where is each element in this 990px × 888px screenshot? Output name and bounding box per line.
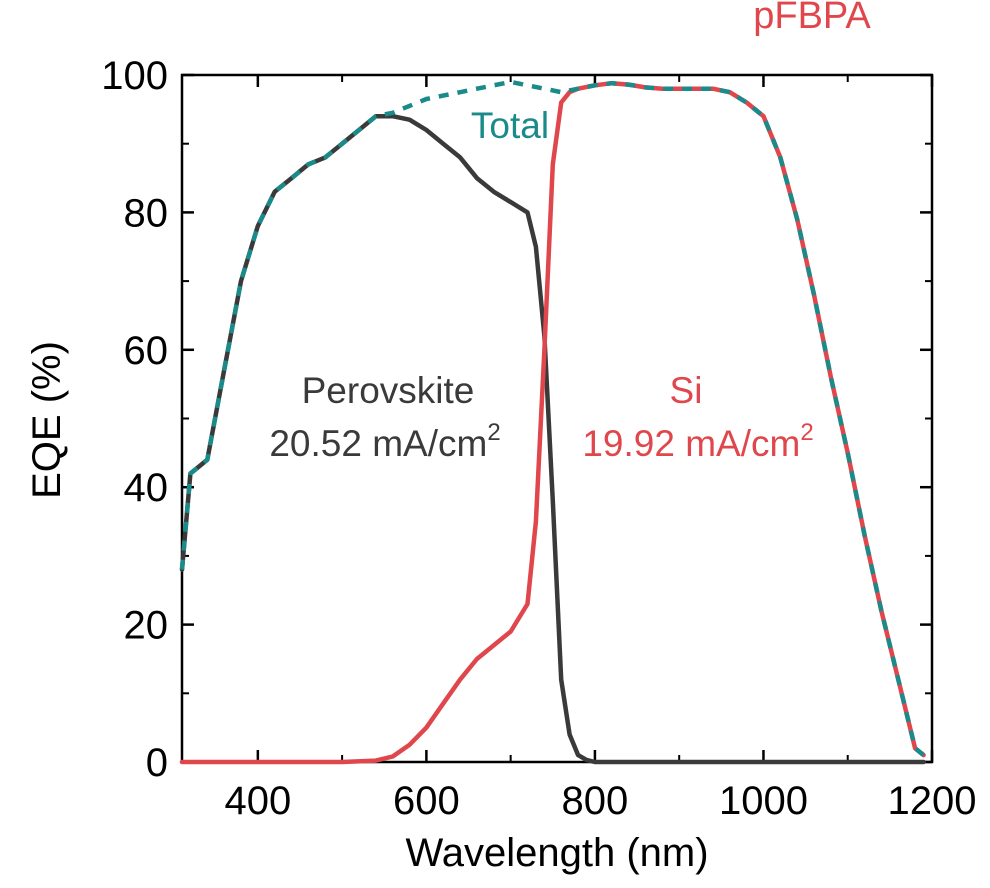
x-tick-label: 800 xyxy=(562,779,629,823)
perovskite-jsc-value: 20.52 mA/cm xyxy=(269,423,487,464)
y-tick-label: 40 xyxy=(124,466,169,510)
x-tick-label: 1000 xyxy=(719,779,808,823)
axis-ticks: 400 600 800 1000 1200 0 20 40 60 80 100 xyxy=(101,54,976,823)
perovskite-jsc-superscript: 2 xyxy=(487,419,500,446)
x-tick-label: 1200 xyxy=(888,779,977,823)
y-tick-label: 100 xyxy=(101,54,168,98)
perovskite-label: Perovskite xyxy=(302,370,475,411)
y-tick-label: 0 xyxy=(146,741,168,785)
si-jsc-superscript: 2 xyxy=(800,419,813,446)
y-tick-label: 20 xyxy=(124,604,169,648)
x-tick-label: 600 xyxy=(393,779,460,823)
x-tick-label: 400 xyxy=(224,779,291,823)
y-tick-label: 60 xyxy=(124,329,169,373)
si-label: Si xyxy=(670,370,703,411)
series-layer xyxy=(179,79,926,765)
y-tick-label: 80 xyxy=(124,191,169,235)
si-jsc-value: 19.92 mA/cm xyxy=(582,423,800,464)
total-label: Total xyxy=(471,105,549,146)
si-jsc-label: 19.92 mA/cm2 xyxy=(582,419,813,464)
y-axis-title: EQE (%) xyxy=(25,341,69,499)
chart-title: pFBPA xyxy=(753,0,871,37)
x-axis-title: Wavelength (nm) xyxy=(405,831,708,875)
perovskite-jsc-label: 20.52 mA/cm2 xyxy=(269,419,500,464)
